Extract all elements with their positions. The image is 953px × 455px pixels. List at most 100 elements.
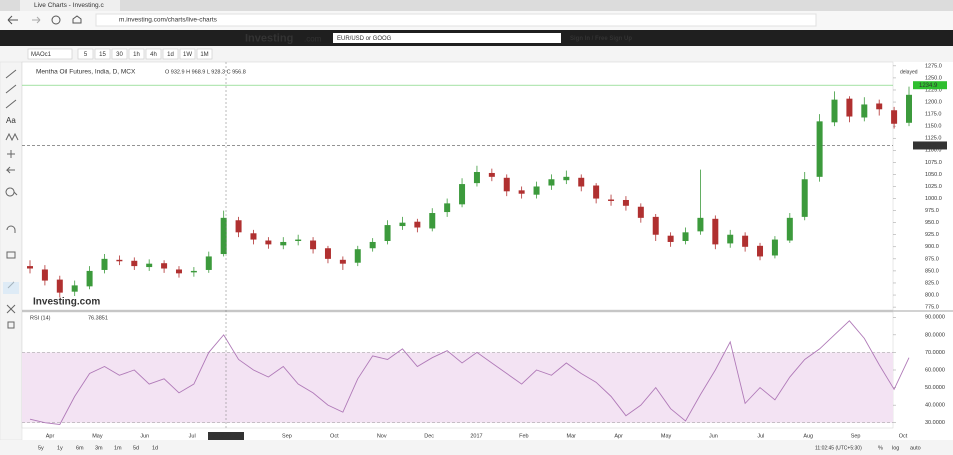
chart-toolbar bbox=[0, 46, 953, 62]
rsi-tick-label: 30.0000 bbox=[925, 420, 945, 426]
x-tick-label: Jun bbox=[140, 433, 149, 439]
rsi-tick-label: 90.0000 bbox=[925, 315, 945, 321]
candle-body bbox=[712, 218, 719, 245]
candle-body bbox=[41, 269, 48, 281]
ohlc-readout: O 932.9 H 968.9 L 928.3 C 956.8 bbox=[165, 69, 246, 75]
candle-body bbox=[384, 225, 391, 242]
interval-button[interactable] bbox=[77, 48, 94, 60]
candle-body bbox=[608, 199, 615, 201]
percent-toggle[interactable]: % bbox=[878, 445, 883, 451]
interval-button[interactable] bbox=[145, 48, 162, 60]
candle-body bbox=[86, 270, 93, 287]
candle-body bbox=[56, 279, 63, 293]
url: m.investing.com/charts/live-charts bbox=[119, 17, 218, 24]
range-button[interactable]: 1y bbox=[57, 445, 63, 451]
interval-button[interactable] bbox=[111, 48, 128, 60]
interval-button[interactable] bbox=[128, 48, 145, 60]
forward-button[interactable] bbox=[32, 16, 41, 24]
chart-title: Mentha Oil Futures, India, D, MCX bbox=[36, 69, 136, 76]
x-tick-label: May bbox=[92, 433, 103, 439]
interval-label: 4h bbox=[150, 52, 157, 58]
candle-body bbox=[131, 260, 138, 267]
candle-body bbox=[369, 241, 376, 249]
y-tick-label: 1250.0 bbox=[925, 75, 942, 81]
interval-label: 5 bbox=[84, 52, 88, 58]
interval-button[interactable] bbox=[94, 48, 111, 60]
candle-body bbox=[533, 186, 540, 195]
refresh-button[interactable] bbox=[51, 15, 61, 25]
y-tick-label: 900.0 bbox=[925, 244, 939, 250]
rsi-tick-label: 40.0000 bbox=[925, 403, 945, 409]
level-label: 1110.0 bbox=[919, 143, 937, 149]
text-tool[interactable]: Aa bbox=[6, 116, 16, 125]
search-box[interactable] bbox=[333, 33, 561, 43]
x-tick-label: May bbox=[661, 433, 672, 439]
y-tick-label: 1200.0 bbox=[925, 99, 942, 105]
candle-body bbox=[101, 258, 108, 270]
y-tick-label: 875.0 bbox=[925, 256, 939, 262]
candle-body bbox=[861, 104, 868, 118]
address-bar[interactable] bbox=[95, 13, 817, 27]
crosshair-tag bbox=[208, 432, 244, 440]
candle-body bbox=[459, 184, 466, 205]
home-button[interactable] bbox=[72, 15, 82, 24]
candle-body bbox=[444, 203, 451, 213]
last-price-label: 1234.9 bbox=[919, 83, 938, 89]
back-button[interactable] bbox=[7, 15, 18, 25]
x-tick-label: Oct bbox=[330, 433, 339, 439]
candle-body bbox=[667, 235, 674, 242]
range-button[interactable]: 1d bbox=[152, 445, 158, 451]
candle-body bbox=[742, 235, 749, 247]
log-toggle[interactable]: log bbox=[892, 445, 899, 451]
x-tick-label: Sep bbox=[282, 433, 292, 439]
status: delayed bbox=[900, 69, 918, 75]
range-button[interactable]: 5y bbox=[38, 445, 44, 451]
range-button[interactable]: 6m bbox=[76, 445, 84, 451]
candle-body bbox=[637, 206, 644, 218]
range-button[interactable]: 3m bbox=[95, 445, 103, 451]
candle-body bbox=[771, 239, 778, 256]
x-tick-label: Jul bbox=[189, 433, 196, 439]
y-tick-label: 1075.0 bbox=[925, 160, 942, 166]
candle-body bbox=[190, 270, 197, 273]
candle-body bbox=[682, 232, 689, 242]
x-tick-label: Nov bbox=[377, 433, 387, 439]
candle-body bbox=[816, 121, 823, 177]
candle-body bbox=[786, 217, 793, 241]
site-logo[interactable]: Investing bbox=[245, 32, 293, 44]
interval-button[interactable] bbox=[179, 48, 196, 60]
title-bar bbox=[0, 0, 953, 11]
search-placeholder: EUR/USD or GOOG bbox=[337, 36, 392, 42]
draw-tools[interactable] bbox=[5, 69, 17, 109]
symbol-box[interactable] bbox=[27, 48, 73, 60]
browser-tab[interactable] bbox=[20, 0, 120, 11]
interval-button[interactable] bbox=[196, 48, 213, 60]
range-button[interactable]: 5d bbox=[133, 445, 139, 451]
rsi-tick-label: 60.0000 bbox=[925, 367, 945, 373]
candle-body bbox=[161, 263, 168, 269]
watermark: Investing.com bbox=[33, 297, 100, 308]
symbol: MAOc1 bbox=[31, 52, 52, 58]
candle-body bbox=[622, 199, 629, 206]
candle-body bbox=[906, 94, 912, 123]
tool-icons[interactable] bbox=[5, 132, 19, 197]
x-tick-label: Jun bbox=[709, 433, 718, 439]
y-tick-label: 1100.0 bbox=[925, 148, 941, 154]
x-tick-label: Jul bbox=[757, 433, 764, 439]
range-button[interactable]: 1m bbox=[114, 445, 122, 451]
tab-title: Live Charts - Investing.c bbox=[34, 2, 104, 9]
x-tick-label: Dec bbox=[424, 433, 434, 439]
y-tick-label: 1150.0 bbox=[925, 124, 941, 130]
interval-button[interactable] bbox=[162, 48, 179, 60]
x-tick-label: Apr bbox=[614, 433, 623, 439]
x-tick-label: Apr bbox=[46, 433, 55, 439]
candle-body bbox=[757, 245, 764, 257]
y-tick-label: 1225.0 bbox=[925, 87, 942, 93]
auto-toggle[interactable]: auto bbox=[910, 445, 921, 451]
candle-body bbox=[235, 220, 242, 233]
candle-body bbox=[578, 177, 585, 187]
y-tick-label: 1050.0 bbox=[925, 172, 942, 178]
sign-in-link[interactable]: Sign In / Free Sign Up bbox=[570, 36, 632, 42]
candle-body bbox=[146, 263, 153, 268]
